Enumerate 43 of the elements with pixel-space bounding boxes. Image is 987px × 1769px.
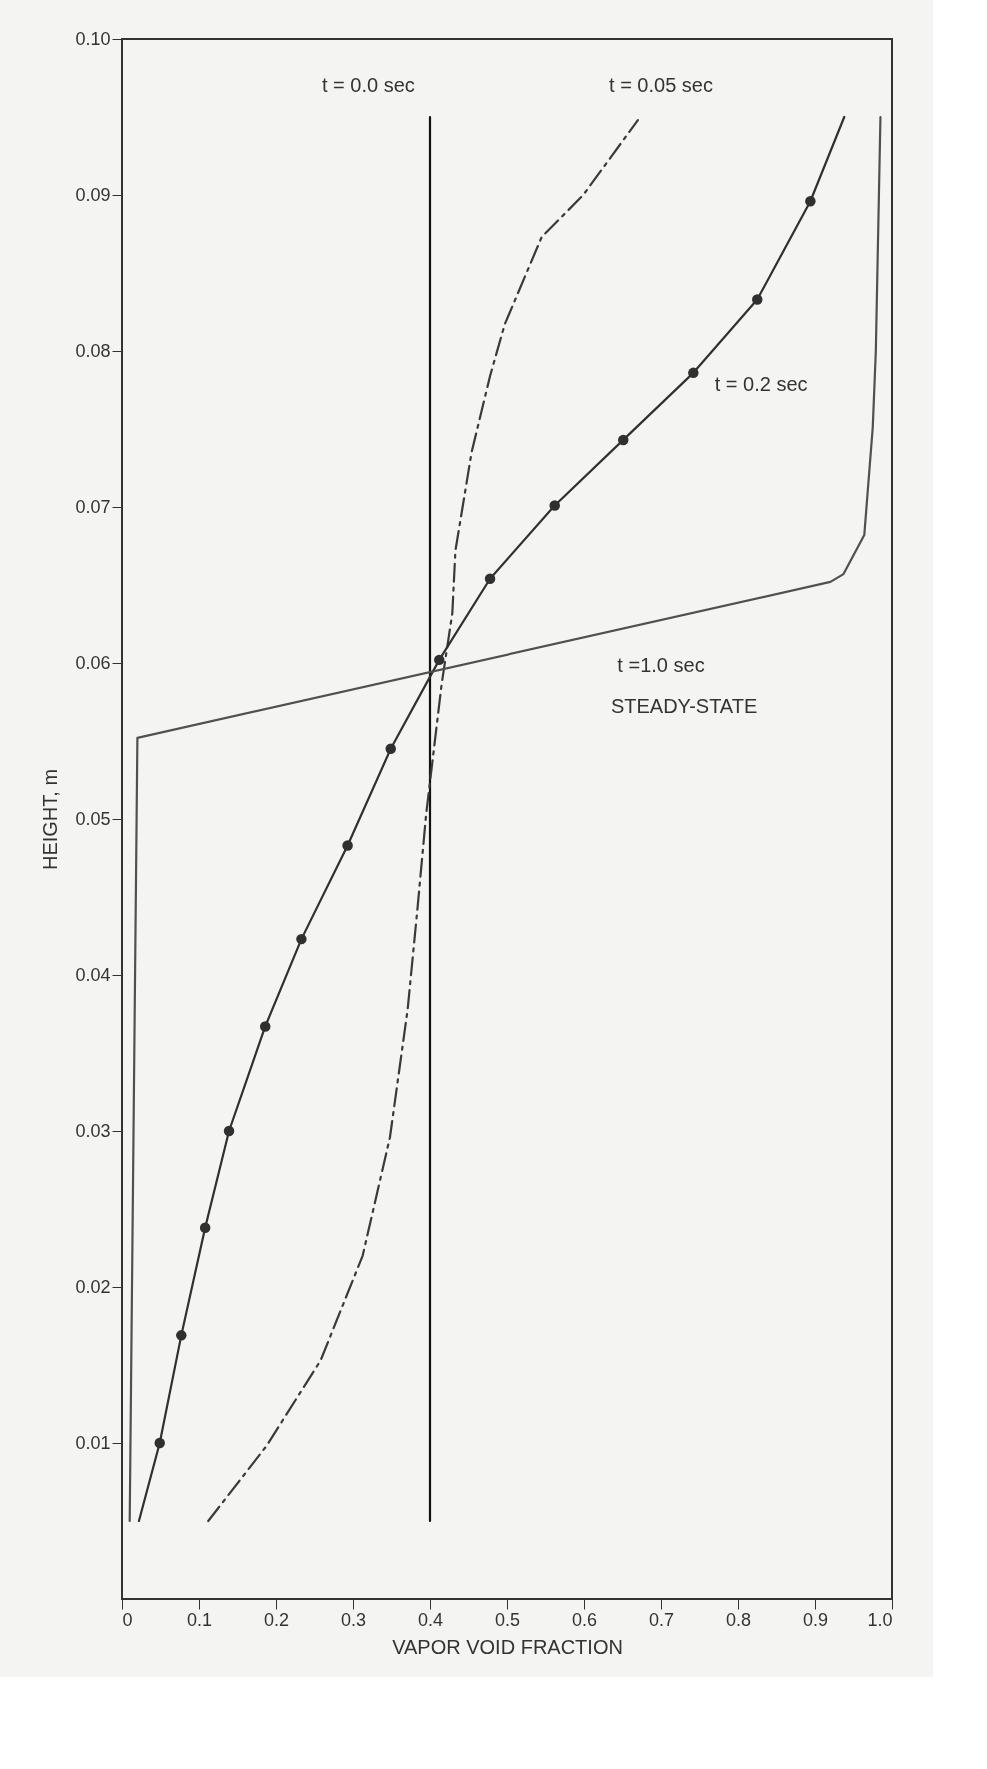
point bbox=[154, 1437, 165, 1449]
annotation: t = 0.0 sec bbox=[321, 73, 415, 96]
x-tick-label: 0 bbox=[122, 1609, 133, 1630]
point bbox=[259, 1021, 271, 1032]
point bbox=[752, 294, 763, 305]
annotation: t = 0.2 sec bbox=[714, 373, 808, 396]
annotation: STEADY-STATE bbox=[610, 694, 758, 717]
point bbox=[549, 500, 560, 511]
annotation: t = 0.05 sec bbox=[609, 73, 713, 96]
x-tick-label: 0.6 bbox=[571, 1609, 598, 1630]
x-axis-title: VAPOR VOID FRACTION bbox=[392, 1635, 623, 1658]
point bbox=[223, 1125, 235, 1137]
point bbox=[385, 743, 396, 755]
x-tick-label: 0.9 bbox=[802, 1609, 829, 1630]
point bbox=[199, 1222, 211, 1233]
x-tick-label: 0.1 bbox=[186, 1609, 213, 1630]
x-tick-label: 0.7 bbox=[648, 1609, 675, 1630]
x-tick-label: 0.5 bbox=[494, 1609, 521, 1630]
point bbox=[618, 434, 629, 446]
y-tick-label: 0.08 bbox=[75, 340, 111, 361]
point bbox=[434, 654, 445, 666]
y-tick-label: 0.01 bbox=[75, 1432, 111, 1453]
y-tick-label: 0.04 bbox=[75, 964, 111, 985]
y-tick-label: 0.03 bbox=[75, 1120, 111, 1141]
y-tick-label: 0.07 bbox=[75, 496, 111, 517]
x-tick-label: 0.3 bbox=[340, 1609, 367, 1630]
point bbox=[296, 933, 307, 945]
y-tick-label: 0.02 bbox=[75, 1276, 111, 1297]
x-tick-label: 0.4 bbox=[417, 1609, 444, 1630]
x-tick-label: 0.8 bbox=[725, 1609, 752, 1630]
point bbox=[805, 196, 816, 207]
point bbox=[688, 367, 699, 379]
annotation: t =1.0 sec bbox=[617, 654, 705, 677]
y-axis-title: HEIGHT, m bbox=[39, 768, 62, 871]
y-tick-label: 0.05 bbox=[75, 808, 111, 829]
point bbox=[342, 840, 353, 851]
y-tick-label: 0.10 bbox=[75, 28, 111, 49]
y-tick-label: 0.09 bbox=[75, 184, 111, 205]
point bbox=[484, 573, 496, 584]
point bbox=[176, 1330, 187, 1341]
x-tick-label: 1.0 bbox=[867, 1609, 893, 1630]
x-tick-label: 0.2 bbox=[263, 1609, 290, 1630]
y-tick-label: 0.06 bbox=[75, 652, 111, 673]
